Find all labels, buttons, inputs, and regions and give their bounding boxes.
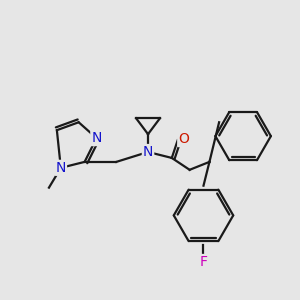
Text: N: N <box>91 131 102 145</box>
Text: N: N <box>143 145 153 159</box>
Text: F: F <box>200 255 208 269</box>
Text: O: O <box>178 132 189 146</box>
Text: N: N <box>56 161 66 175</box>
